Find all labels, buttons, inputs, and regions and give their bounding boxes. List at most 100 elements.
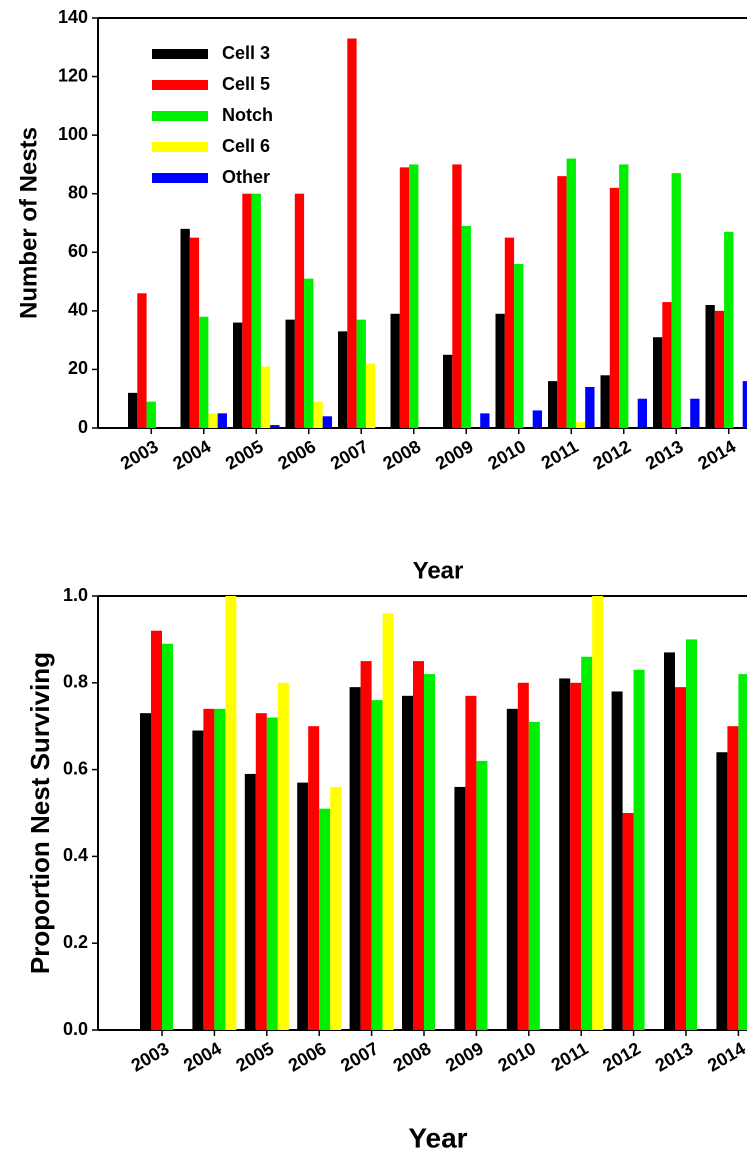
bar [738,674,747,1030]
y-tick-label: 0.8 [63,672,88,692]
y-tick-label: 0 [78,417,88,437]
bar [319,808,331,1030]
bar [690,398,700,428]
bar [208,413,218,428]
bar [611,691,623,1030]
bar [146,401,156,428]
bar [559,678,571,1030]
y-axis-title: Number of Nests [15,127,42,319]
x-tick-label: 2014 [704,1038,747,1075]
x-tick-label: 2007 [337,1038,382,1075]
bar [705,305,715,428]
bar [162,643,173,1030]
bar [600,375,610,428]
bar [566,158,576,429]
y-tick-label: 80 [68,182,88,202]
bar [452,164,462,428]
bar [260,366,271,428]
x-tick-label: 2004 [180,1038,225,1075]
legend-swatch [152,80,208,90]
x-tick-label: 2008 [390,1038,435,1075]
bar [225,596,237,1030]
bar [313,401,323,428]
x-tick-label: 2011 [538,436,582,473]
bar [140,713,151,1030]
bar [399,167,410,428]
x-tick-label: 2012 [589,436,634,473]
bar [390,313,400,428]
x-tick-label: 2010 [484,436,529,473]
bar [637,398,647,428]
bar [214,708,226,1030]
x-tick-label: 2003 [128,1038,173,1075]
bar [189,237,200,428]
bar [277,682,289,1030]
y-tick-label: 0.0 [63,1019,88,1039]
bar [592,596,604,1030]
y-tick-label: 0.2 [63,932,88,952]
bar [506,708,518,1030]
bar [622,813,634,1030]
x-tick-label: 2005 [222,436,267,473]
y-tick-label: 100 [58,124,88,144]
bar [360,661,372,1030]
x-tick-label: 2014 [694,436,739,473]
bar [382,613,394,1030]
y-tick-label: 40 [68,300,88,320]
legend-swatch [152,173,208,183]
bar [151,630,162,1030]
bar [347,38,357,428]
bar [297,782,309,1030]
x-tick-label: 2013 [642,436,687,473]
bar [686,639,697,1030]
x-tick-label: 2009 [432,436,477,473]
legend-swatch [152,49,208,59]
bar [180,228,190,428]
bar [609,187,620,428]
bar [242,193,252,428]
y-tick-label: 120 [58,65,88,85]
bar [716,752,728,1030]
bar [570,682,582,1030]
bar [308,726,320,1030]
bar [199,316,209,428]
bar [727,726,739,1030]
bar [266,717,278,1030]
x-tick-label: 2013 [652,1038,697,1075]
bar [330,786,342,1030]
y-tick-label: 20 [68,358,88,378]
bar [461,225,471,428]
bar [294,193,305,428]
bar [413,661,424,1030]
x-tick-label: 2006 [274,436,319,473]
bar [203,708,215,1030]
bar [671,173,681,428]
bar [270,425,280,428]
x-tick-label: 2003 [117,436,162,473]
y-tick-label: 1.0 [63,585,88,605]
bar [365,363,376,428]
bar [217,413,227,428]
bar [619,164,629,428]
bar [495,313,505,428]
bar [528,721,540,1030]
legend-swatch [152,111,208,121]
bar [724,231,734,428]
bar [244,773,256,1030]
y-axis-title: Proportion Nest Surviving [25,652,55,974]
bar [424,674,435,1030]
bar [338,331,348,428]
bar [514,264,524,428]
x-tick-label: 2007 [327,436,372,473]
x-tick-label: 2010 [494,1038,539,1075]
bar [371,700,383,1030]
y-tick-label: 0.4 [63,845,88,865]
bar [402,695,413,1030]
y-tick-label: 0.6 [63,758,88,778]
bar [548,381,558,428]
bar [664,652,675,1030]
x-tick-label: 2011 [548,1038,592,1075]
bar [633,669,645,1030]
bar [192,730,204,1030]
